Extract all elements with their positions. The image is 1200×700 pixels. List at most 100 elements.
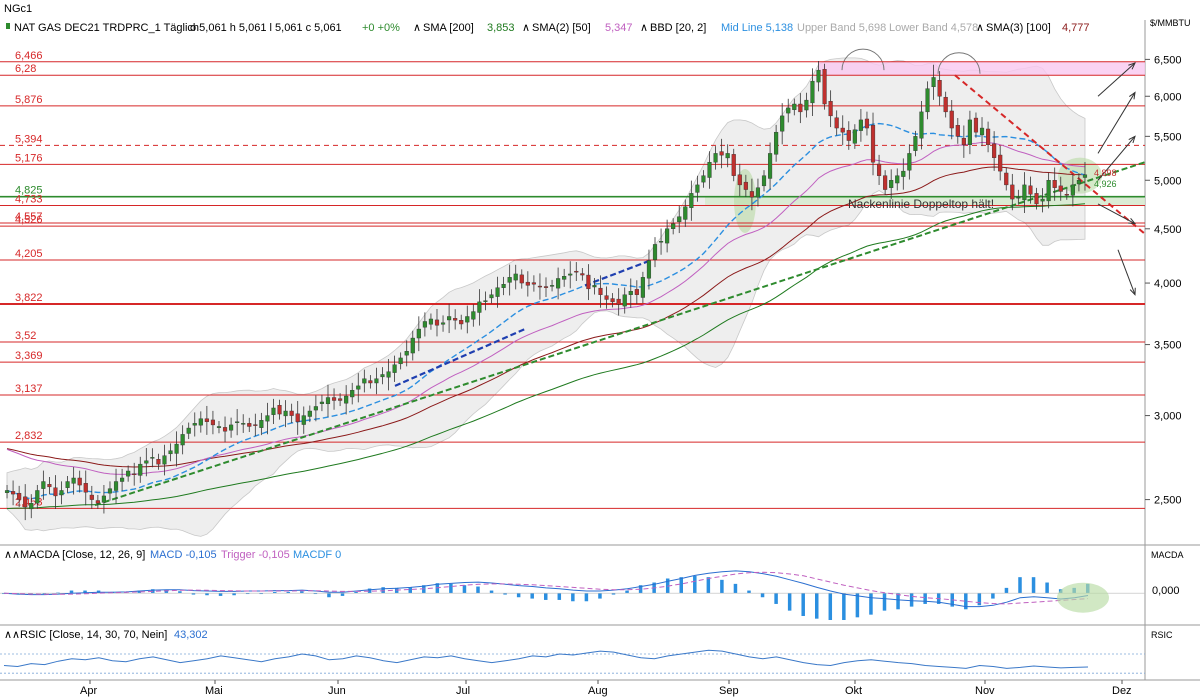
candle-body <box>586 274 591 290</box>
candle-body <box>689 193 694 208</box>
channel-line <box>394 328 526 387</box>
macd-histogram-bar <box>909 593 914 607</box>
level-label: 4,557 <box>15 211 43 223</box>
candle-body <box>89 494 94 500</box>
macd-histogram-bar <box>300 591 304 594</box>
bollinger-mid-line <box>6 122 1086 500</box>
candle-body <box>253 424 258 426</box>
candle-body <box>53 487 58 497</box>
candle-body <box>289 410 294 416</box>
candle-body <box>434 319 440 326</box>
candle-body <box>144 460 149 464</box>
bbd-icon: ∧ <box>640 22 648 34</box>
candle-body <box>113 481 119 491</box>
candle-body <box>295 413 300 422</box>
candle-body <box>1052 180 1057 188</box>
candle-body <box>604 295 609 300</box>
candle-body <box>628 290 633 295</box>
time-tick-label: Apr <box>80 685 97 697</box>
macd-histogram-bar <box>178 591 182 594</box>
candle-body <box>767 153 773 179</box>
macdf-value: MACDF 0 <box>293 549 341 561</box>
candle-body <box>17 492 22 500</box>
candle-body <box>816 69 821 83</box>
macd-value: MACD -0,105 <box>150 549 217 561</box>
candle-body <box>967 119 972 146</box>
candle-body <box>592 285 597 288</box>
macd-histogram-bar <box>367 588 372 594</box>
candle-body <box>973 117 979 133</box>
candle-body <box>198 418 203 426</box>
candle-body <box>307 410 312 417</box>
macd-histogram-bar <box>462 585 467 594</box>
rsi-icon: ∧∧ <box>4 629 20 641</box>
candle-body <box>883 175 888 190</box>
candle-body <box>828 101 833 117</box>
candle-body <box>901 170 906 177</box>
macd-histogram-bar <box>571 593 575 602</box>
price-unit-label: $/MMBTU <box>1150 18 1191 28</box>
time-tick-label: Jun <box>328 685 346 697</box>
candle-body <box>453 318 458 321</box>
level-label: 4,825 <box>15 185 43 197</box>
candle-body <box>138 463 143 476</box>
macd-histogram-bar <box>760 593 765 598</box>
candle-body <box>556 278 561 289</box>
candle-body <box>71 477 76 484</box>
macd-histogram-bar <box>855 593 860 618</box>
candle-body <box>1022 184 1027 201</box>
macd-histogram-bar <box>245 593 250 595</box>
candle-body <box>319 401 325 404</box>
candle-body <box>574 270 579 273</box>
candle-body <box>998 154 1003 172</box>
sma200-line <box>6 203 1086 510</box>
macd-histogram-bar <box>923 593 927 604</box>
sma50-line <box>6 141 1086 475</box>
price-tick-label: 4,000 <box>1154 278 1182 290</box>
candle-body <box>410 337 415 354</box>
candle-body <box>356 385 361 390</box>
candle-body <box>77 477 82 486</box>
candle-body <box>216 426 222 428</box>
candle-body <box>937 80 942 97</box>
candle-body <box>870 125 876 163</box>
candle-body <box>313 406 318 411</box>
candle-body <box>531 282 536 285</box>
candle-body <box>780 115 785 132</box>
candle-body <box>961 137 966 146</box>
moving-averages <box>6 122 1086 510</box>
candle-body <box>35 490 40 504</box>
candle-body <box>501 284 506 288</box>
sma50-value: 5,347 <box>605 22 633 34</box>
candle-body <box>162 455 167 465</box>
candle-body <box>120 477 125 482</box>
highlight-zones <box>705 48 1145 233</box>
time-axis: Apr Mai Jun Jul Aug Sep Okt Nov Dez <box>80 680 1132 697</box>
macd-label: MACDA [Close, 12, 26, 9] <box>20 549 145 561</box>
candle-body <box>59 490 64 496</box>
macd-histogram-bar <box>2 593 6 595</box>
candle-body <box>338 398 343 401</box>
macd-histogram-bar <box>828 593 833 620</box>
candle-body <box>186 427 191 434</box>
macd-histogram-bar <box>164 589 169 594</box>
candle-legend-icon <box>6 23 10 29</box>
candle-body <box>241 423 246 425</box>
scenario-arrow <box>1097 62 1136 97</box>
candle-body <box>107 488 113 494</box>
level-label: 5,876 <box>15 94 43 106</box>
rsi-value: 43,302 <box>174 629 208 641</box>
level-label: 4,526 <box>15 214 43 226</box>
legend-header: NAT GAS DEC21 TRDPRC_1 Täglich o 5,061 h… <box>6 22 1090 34</box>
time-tick-label: Sep <box>719 685 739 697</box>
candle-body <box>695 184 700 193</box>
candle-body <box>259 420 264 428</box>
candle-body <box>864 118 870 129</box>
candle-body <box>519 274 524 284</box>
candle-body <box>483 300 488 302</box>
macd-histogram-bar <box>679 577 683 594</box>
candle-body <box>979 127 985 136</box>
level-label: 6,28 <box>15 63 36 75</box>
macd-icon: ∧∧ <box>4 549 20 561</box>
sma100-line <box>6 166 1085 468</box>
